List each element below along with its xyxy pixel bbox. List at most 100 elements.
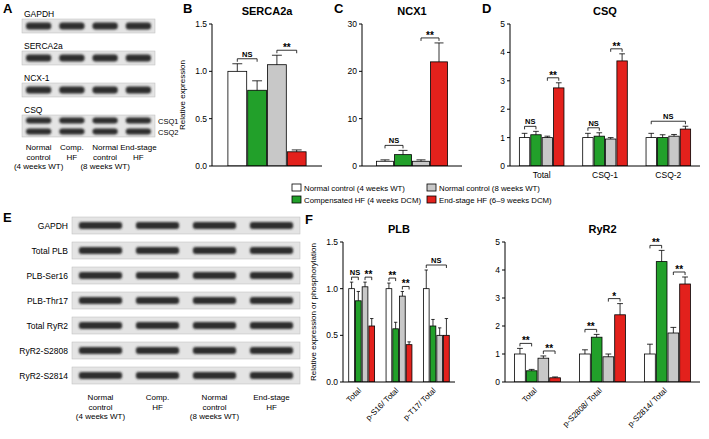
blot-band [193, 247, 236, 254]
bar [431, 62, 448, 166]
blot-band [136, 247, 179, 254]
y-tick-label: 0 [495, 377, 500, 387]
significance-label: NS [525, 117, 535, 126]
y-tick-label: 4 [495, 265, 500, 275]
significance-label: NS [350, 268, 360, 277]
band-label: CSQ2 [158, 128, 178, 137]
error-bar [387, 283, 390, 289]
bar [369, 326, 375, 382]
error-bar [660, 135, 666, 138]
error-bar [417, 160, 426, 161]
lane-label: Normalcontrol(4 weeks WT) [76, 393, 126, 421]
significance-label: ** [426, 30, 434, 41]
x-axis [362, 166, 462, 167]
legend-label: Compensated HF (4 weeks DCM) [304, 196, 421, 205]
blot-band [126, 55, 151, 62]
bar [395, 155, 412, 166]
blot-strip [72, 242, 300, 259]
error-bar [370, 319, 373, 326]
blot-band [79, 322, 122, 329]
blot-band [126, 87, 151, 94]
plot-area [377, 43, 448, 166]
legend-swatch [427, 184, 436, 191]
blot-strip [72, 342, 300, 359]
chart-title: PLB [388, 223, 410, 235]
y-axis [505, 242, 506, 382]
y-tick [507, 52, 510, 53]
lane-label-line: Normal [88, 393, 114, 402]
chart-title: NCX1 [397, 5, 426, 17]
error-bar [292, 150, 302, 152]
y-tick-label: 1.0 [326, 284, 338, 294]
lane-label-line: End-stage [120, 143, 157, 152]
lane-label-line: control [93, 153, 117, 162]
bar [646, 138, 656, 166]
blot-band [250, 297, 293, 304]
blot-strip [72, 292, 300, 309]
y-tick-label: 1.5 [326, 237, 338, 247]
legend-swatch [427, 196, 436, 203]
error-bar [435, 43, 444, 62]
blot-strip [22, 83, 155, 97]
y-tick [340, 335, 343, 336]
significance-label: * [612, 291, 616, 302]
y-tick [209, 118, 212, 119]
y-axis [343, 242, 344, 382]
error-bar [407, 342, 410, 345]
significance-label: NS [431, 256, 441, 265]
bar [248, 90, 267, 166]
significance-label: ** [549, 70, 557, 81]
blot-band [250, 322, 293, 329]
error-bar [445, 319, 448, 336]
error-bar [605, 354, 611, 357]
error-bar [617, 304, 623, 315]
blot: EGAPDHTotal PLBPLB-Ser16PLB-Thr17Total R… [3, 210, 300, 421]
blot-band [92, 55, 117, 62]
y-tick-label: 2 [500, 104, 505, 114]
y-axis-title: Relative expression or phosphorylation [309, 243, 318, 381]
blot-band [250, 222, 293, 229]
x-tick-label: p-T17/ Total [402, 386, 438, 422]
plot-area [228, 55, 306, 166]
y-axis [510, 24, 511, 166]
chart: BSERCA2aRelative expression0.00.51.01.5N… [178, 1, 322, 171]
blot-row-label: NCX-1 [24, 73, 50, 83]
bar [615, 315, 626, 382]
significance-label: ** [283, 42, 291, 53]
blot-row-label: PLB-Thr17 [27, 296, 68, 306]
y-tick-label: 20 [348, 66, 358, 76]
y-tick-label: 10 [348, 114, 358, 124]
blot-band [59, 129, 84, 135]
x-axis [212, 166, 322, 167]
bar [393, 329, 399, 382]
bar [680, 129, 690, 166]
error-bar [585, 133, 591, 137]
chart: DCSQ012345TotalCSQ-1CSQ-2NS**NS**NS [482, 1, 700, 180]
blot-strip [22, 115, 155, 137]
y-axis [212, 24, 213, 166]
y-tick-label: 3 [500, 76, 505, 86]
blot-band [193, 297, 236, 304]
error-bar [529, 369, 535, 370]
blot-band [79, 347, 122, 354]
blot-row-label: RyR2-S2808 [19, 346, 68, 356]
significance-bracket [525, 126, 536, 129]
legend: Normal control (4 weeks WT)Compensated H… [292, 184, 552, 205]
panel-label: C [334, 1, 344, 16]
y-tick-label: 0.5 [195, 114, 207, 124]
chart: RyR2012345Totalp-S2808/ Totalp-S2814/ To… [495, 223, 700, 429]
y-tick-label: 5 [500, 19, 505, 29]
blot-band [79, 247, 122, 254]
blot-row-label: CSQ [24, 105, 43, 115]
error-bar [670, 327, 676, 333]
lane-label-line: (8 weeks WT) [190, 412, 240, 421]
error-bar [517, 348, 523, 354]
figure: AGAPDHSERCA2aNCX-1CSQCSQ1CSQ2Normalcontr… [0, 0, 709, 439]
y-tick [340, 382, 343, 383]
blot-band [250, 372, 293, 379]
plot-area [349, 270, 450, 382]
y-tick [340, 242, 343, 243]
y-tick [502, 270, 505, 271]
lane-label-line: Normal [202, 393, 228, 402]
blot-row-label: Total RyR2 [26, 321, 68, 331]
